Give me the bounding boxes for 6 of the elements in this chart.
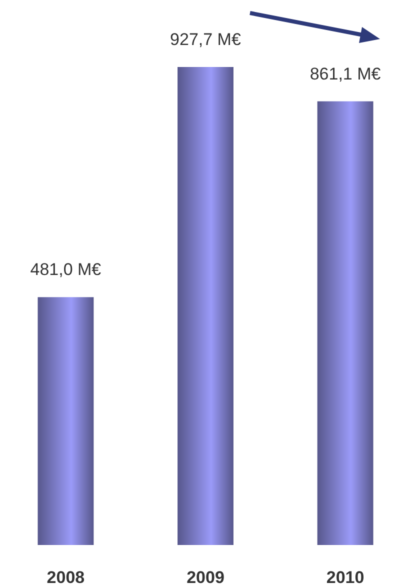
x-tick-label: 2010 — [326, 568, 364, 587]
data-label: 481,0 M€ — [30, 260, 102, 280]
x-tick-label: 2009 — [186, 568, 224, 587]
data-label: 927,7 M€ — [170, 30, 242, 49]
x-tick-label: 2008 — [46, 568, 85, 587]
data-label: 861,1 M€ — [310, 64, 382, 84]
